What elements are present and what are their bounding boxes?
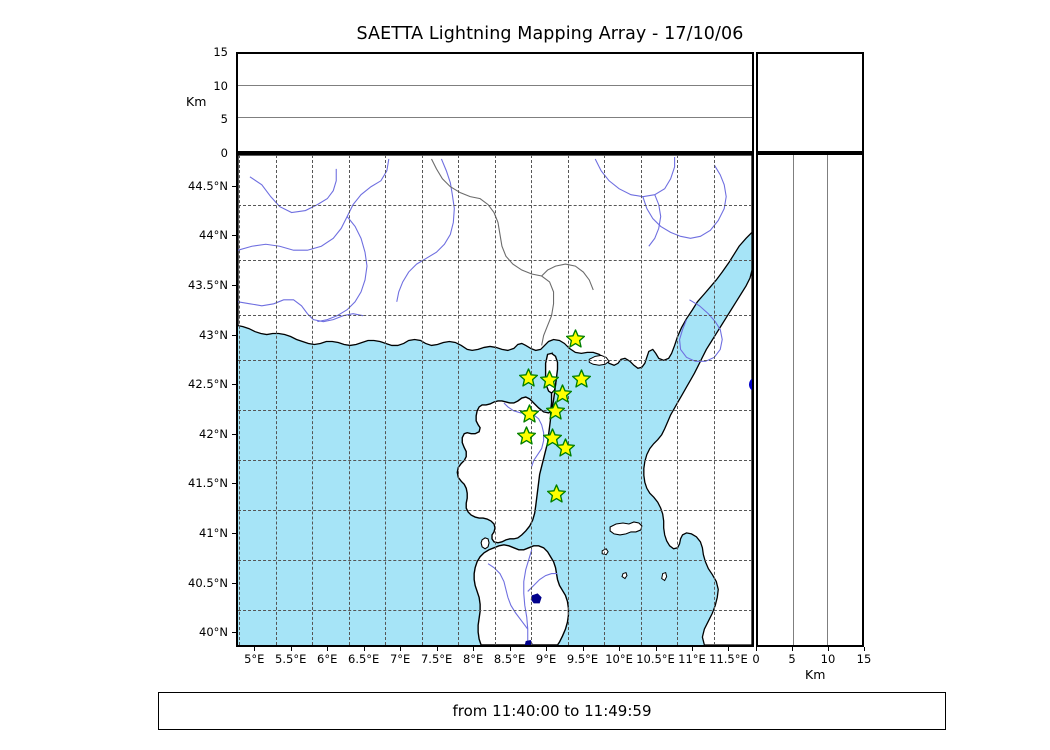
longitude-tick-9°E: 9°E	[535, 652, 557, 666]
station-marker-5	[519, 404, 539, 423]
range-axis-title: Km	[805, 667, 826, 682]
altitude-axis-title: Km	[186, 94, 207, 109]
station-marker-10	[547, 484, 567, 503]
station-marker-0	[565, 329, 585, 348]
tick-lat-40°N	[232, 632, 236, 633]
tick-lon-8°E	[473, 647, 474, 651]
station-marker-8	[542, 428, 562, 447]
longitude-tick-6°E: 6°E	[317, 652, 338, 666]
panel-map[interactable]	[236, 153, 754, 647]
latitude-tick-42°N: 42°N	[199, 426, 228, 441]
tick-lat-43°N	[232, 335, 236, 336]
tick-lon-6°E	[327, 647, 328, 651]
longitude-tick-9.5°E: 9.5°E	[566, 652, 599, 666]
gridline-range-10	[827, 155, 829, 645]
station-marker-9	[556, 438, 576, 457]
rivers	[238, 156, 727, 642]
tick-lon-9.5°E	[583, 647, 584, 651]
longitude-tick-8.5°E: 8.5°E	[493, 652, 526, 666]
tick-lat-41.5°N	[232, 483, 236, 484]
tick-lon-5.5°E	[291, 647, 292, 651]
coastline-islet-4	[588, 354, 610, 366]
station-marker-6	[545, 401, 565, 420]
tick-lon-9°E	[546, 647, 547, 651]
coastline-islet-3	[661, 571, 668, 582]
panel-altitude-histogram[interactable]	[756, 52, 864, 153]
station-marker-2	[539, 369, 560, 389]
tick-lat-44.5°N	[232, 186, 236, 187]
tick-lon-11°E	[692, 647, 693, 651]
altitude-tick-10: 10	[213, 78, 228, 93]
range-tick-5: 5	[788, 652, 796, 666]
coastline-asinara	[480, 537, 490, 550]
latitude-tick-41°N: 41°N	[199, 525, 228, 540]
tick-range-5	[792, 647, 793, 651]
coastline-mainland	[238, 155, 752, 369]
range-tick-10: 10	[820, 652, 836, 666]
coastline-islet-2	[621, 571, 628, 580]
tick-lat-42°N	[232, 434, 236, 435]
event-marker-0	[748, 376, 752, 392]
tick-lat-42.5°N	[232, 384, 236, 385]
altitude-tick-5: 5	[220, 112, 228, 127]
tick-range-0	[756, 647, 757, 651]
longitude-tick-8°E: 8°E	[462, 652, 484, 666]
range-tick-0: 0	[752, 652, 760, 666]
station-marker-1	[518, 367, 538, 387]
time-window-box: from 11:40:00 to 11:49:59	[158, 692, 946, 730]
longitude-tick-7°E: 7°E	[389, 652, 411, 666]
longitude-tick-11.5°E: 11.5°E	[709, 652, 748, 666]
tick-lon-8.5°E	[510, 647, 511, 651]
map-clip	[238, 155, 752, 645]
coastline-islet-1	[601, 548, 609, 556]
latitude-tick-42.5°N: 42.5°N	[188, 377, 228, 392]
gridline-alt-10	[238, 85, 752, 87]
altitude-tick-15: 15	[213, 45, 228, 59]
station-marker-4	[553, 383, 573, 403]
longitude-tick-11°E: 11°E	[678, 652, 706, 666]
latitude-tick-43.5°N: 43.5°N	[188, 277, 228, 292]
tick-lat-40.5°N	[232, 583, 236, 584]
station-marker-3	[572, 368, 592, 388]
latitude-tick-43°N: 43°N	[199, 327, 228, 342]
coastline-sardinia	[473, 544, 570, 645]
tick-lon-10.5°E	[656, 647, 657, 651]
tick-lat-43.5°N	[232, 285, 236, 286]
map-geography	[238, 155, 752, 645]
station-marker-7	[517, 426, 537, 445]
latitude-tick-44°N: 44°N	[199, 228, 228, 243]
longitude-tick-6.5°E: 6.5°E	[348, 652, 380, 666]
range-tick-15: 15	[856, 652, 872, 666]
longitude-tick-5.5°E: 5.5°E	[275, 652, 307, 666]
lakes	[524, 593, 542, 645]
page-title: SAETTA Lightning Mapping Array - 17/10/0…	[356, 24, 744, 44]
panel-altitude-vs-longitude[interactable]	[236, 52, 754, 153]
coastline-italy-west	[643, 232, 752, 645]
latitude-tick-41.5°N: 41.5°N	[188, 476, 228, 491]
tick-lon-10°E	[619, 647, 620, 651]
tick-lon-7°E	[400, 647, 401, 651]
gridline-range-5	[792, 155, 794, 645]
altitude-tick-0: 0	[220, 146, 228, 160]
coastline-elba	[609, 521, 643, 536]
time-window-text: from 11:40:00 to 11:49:59	[452, 702, 652, 720]
tick-range-15	[864, 647, 865, 651]
tick-lat-44°N	[232, 235, 236, 236]
latitude-tick-44.5°N: 44.5°N	[188, 178, 228, 193]
tick-lon-7.5°E	[437, 647, 438, 651]
longitude-tick-5°E: 5°E	[244, 652, 265, 666]
tick-lon-6.5°E	[364, 647, 365, 651]
latitude-tick-40°N: 40°N	[199, 625, 228, 640]
gridline-alt-5	[238, 117, 752, 119]
panel-latitude-vs-altitude[interactable]	[756, 153, 864, 647]
tick-range-10	[828, 647, 829, 651]
tick-lon-5°E	[254, 647, 255, 651]
longitude-tick-7.5°E: 7.5°E	[420, 652, 453, 666]
tick-lat-41°N	[232, 533, 236, 534]
longitude-tick-10°E: 10°E	[605, 652, 633, 666]
latitude-tick-40.5°N: 40.5°N	[188, 575, 228, 590]
tick-lon-11.5°E	[728, 647, 729, 651]
longitude-tick-10.5°E: 10.5°E	[636, 652, 675, 666]
